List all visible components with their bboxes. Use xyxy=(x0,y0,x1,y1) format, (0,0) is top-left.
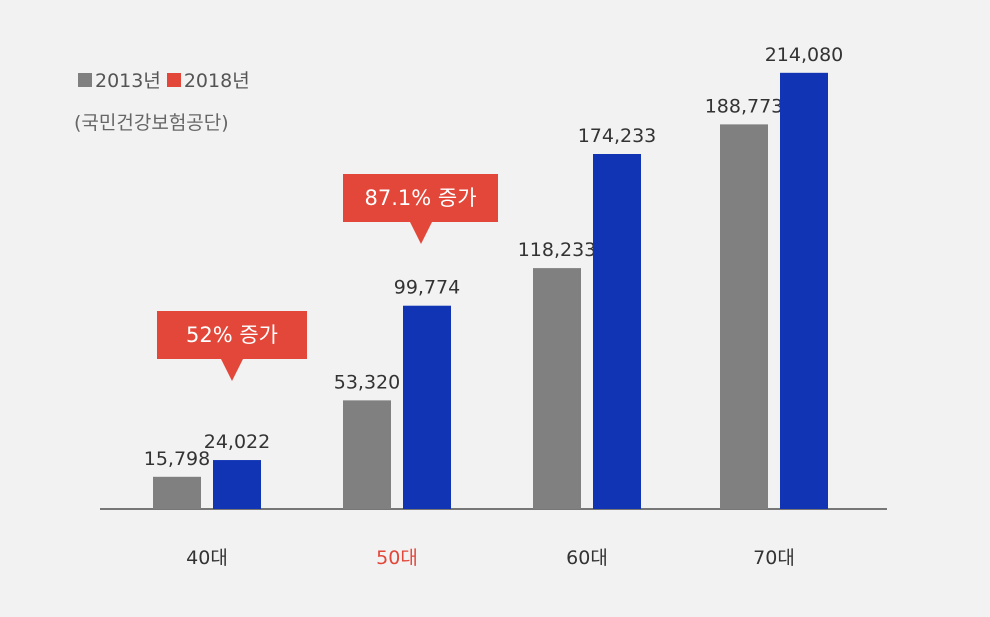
bar-40대-2013년 xyxy=(153,476,201,509)
bar-70대-2018년 xyxy=(780,72,828,509)
x-tick-label-70대: 70대 xyxy=(753,547,795,569)
source-label: (국민건강보험공단) xyxy=(74,112,229,134)
data-label-40대-2013년: 15,798 xyxy=(144,448,210,470)
x-tick-label-60대: 60대 xyxy=(566,547,608,569)
x-tick-label-40대: 40대 xyxy=(186,547,228,569)
bar-60대-2018년 xyxy=(593,154,641,510)
data-label-60대-2018년: 174,233 xyxy=(578,125,657,147)
bar-40대-2018년 xyxy=(213,460,261,509)
data-label-60대-2013년: 118,233 xyxy=(518,239,597,261)
legend: 2013년 2018년 xyxy=(78,66,250,93)
bar-50대-2013년 xyxy=(343,400,391,509)
data-label-50대-2018년: 99,774 xyxy=(394,277,460,299)
callout-50s: 87.1% 증가 xyxy=(343,174,498,222)
legend-item-2018: 2018년 xyxy=(166,66,250,93)
data-label-50대-2013년: 53,320 xyxy=(334,371,400,393)
data-label-70대-2013년: 188,773 xyxy=(705,95,784,117)
legend-label-2013: 2013년 xyxy=(95,70,161,92)
bar-50대-2018년 xyxy=(403,305,451,509)
legend-swatch-2013 xyxy=(78,72,92,87)
legend-item-2013: 2013년 xyxy=(78,66,161,93)
bar-70대-2013년 xyxy=(720,124,768,510)
data-label-40대-2018년: 24,022 xyxy=(204,431,270,453)
legend-label-2018: 2018년 xyxy=(183,70,250,92)
callout-40s: 52% 증가 xyxy=(157,311,307,359)
data-label-70대-2018년: 214,080 xyxy=(765,44,844,66)
x-tick-label-50대: 50대 xyxy=(376,547,418,569)
legend-swatch-2018 xyxy=(166,72,181,87)
bar-60대-2013년 xyxy=(533,268,581,509)
